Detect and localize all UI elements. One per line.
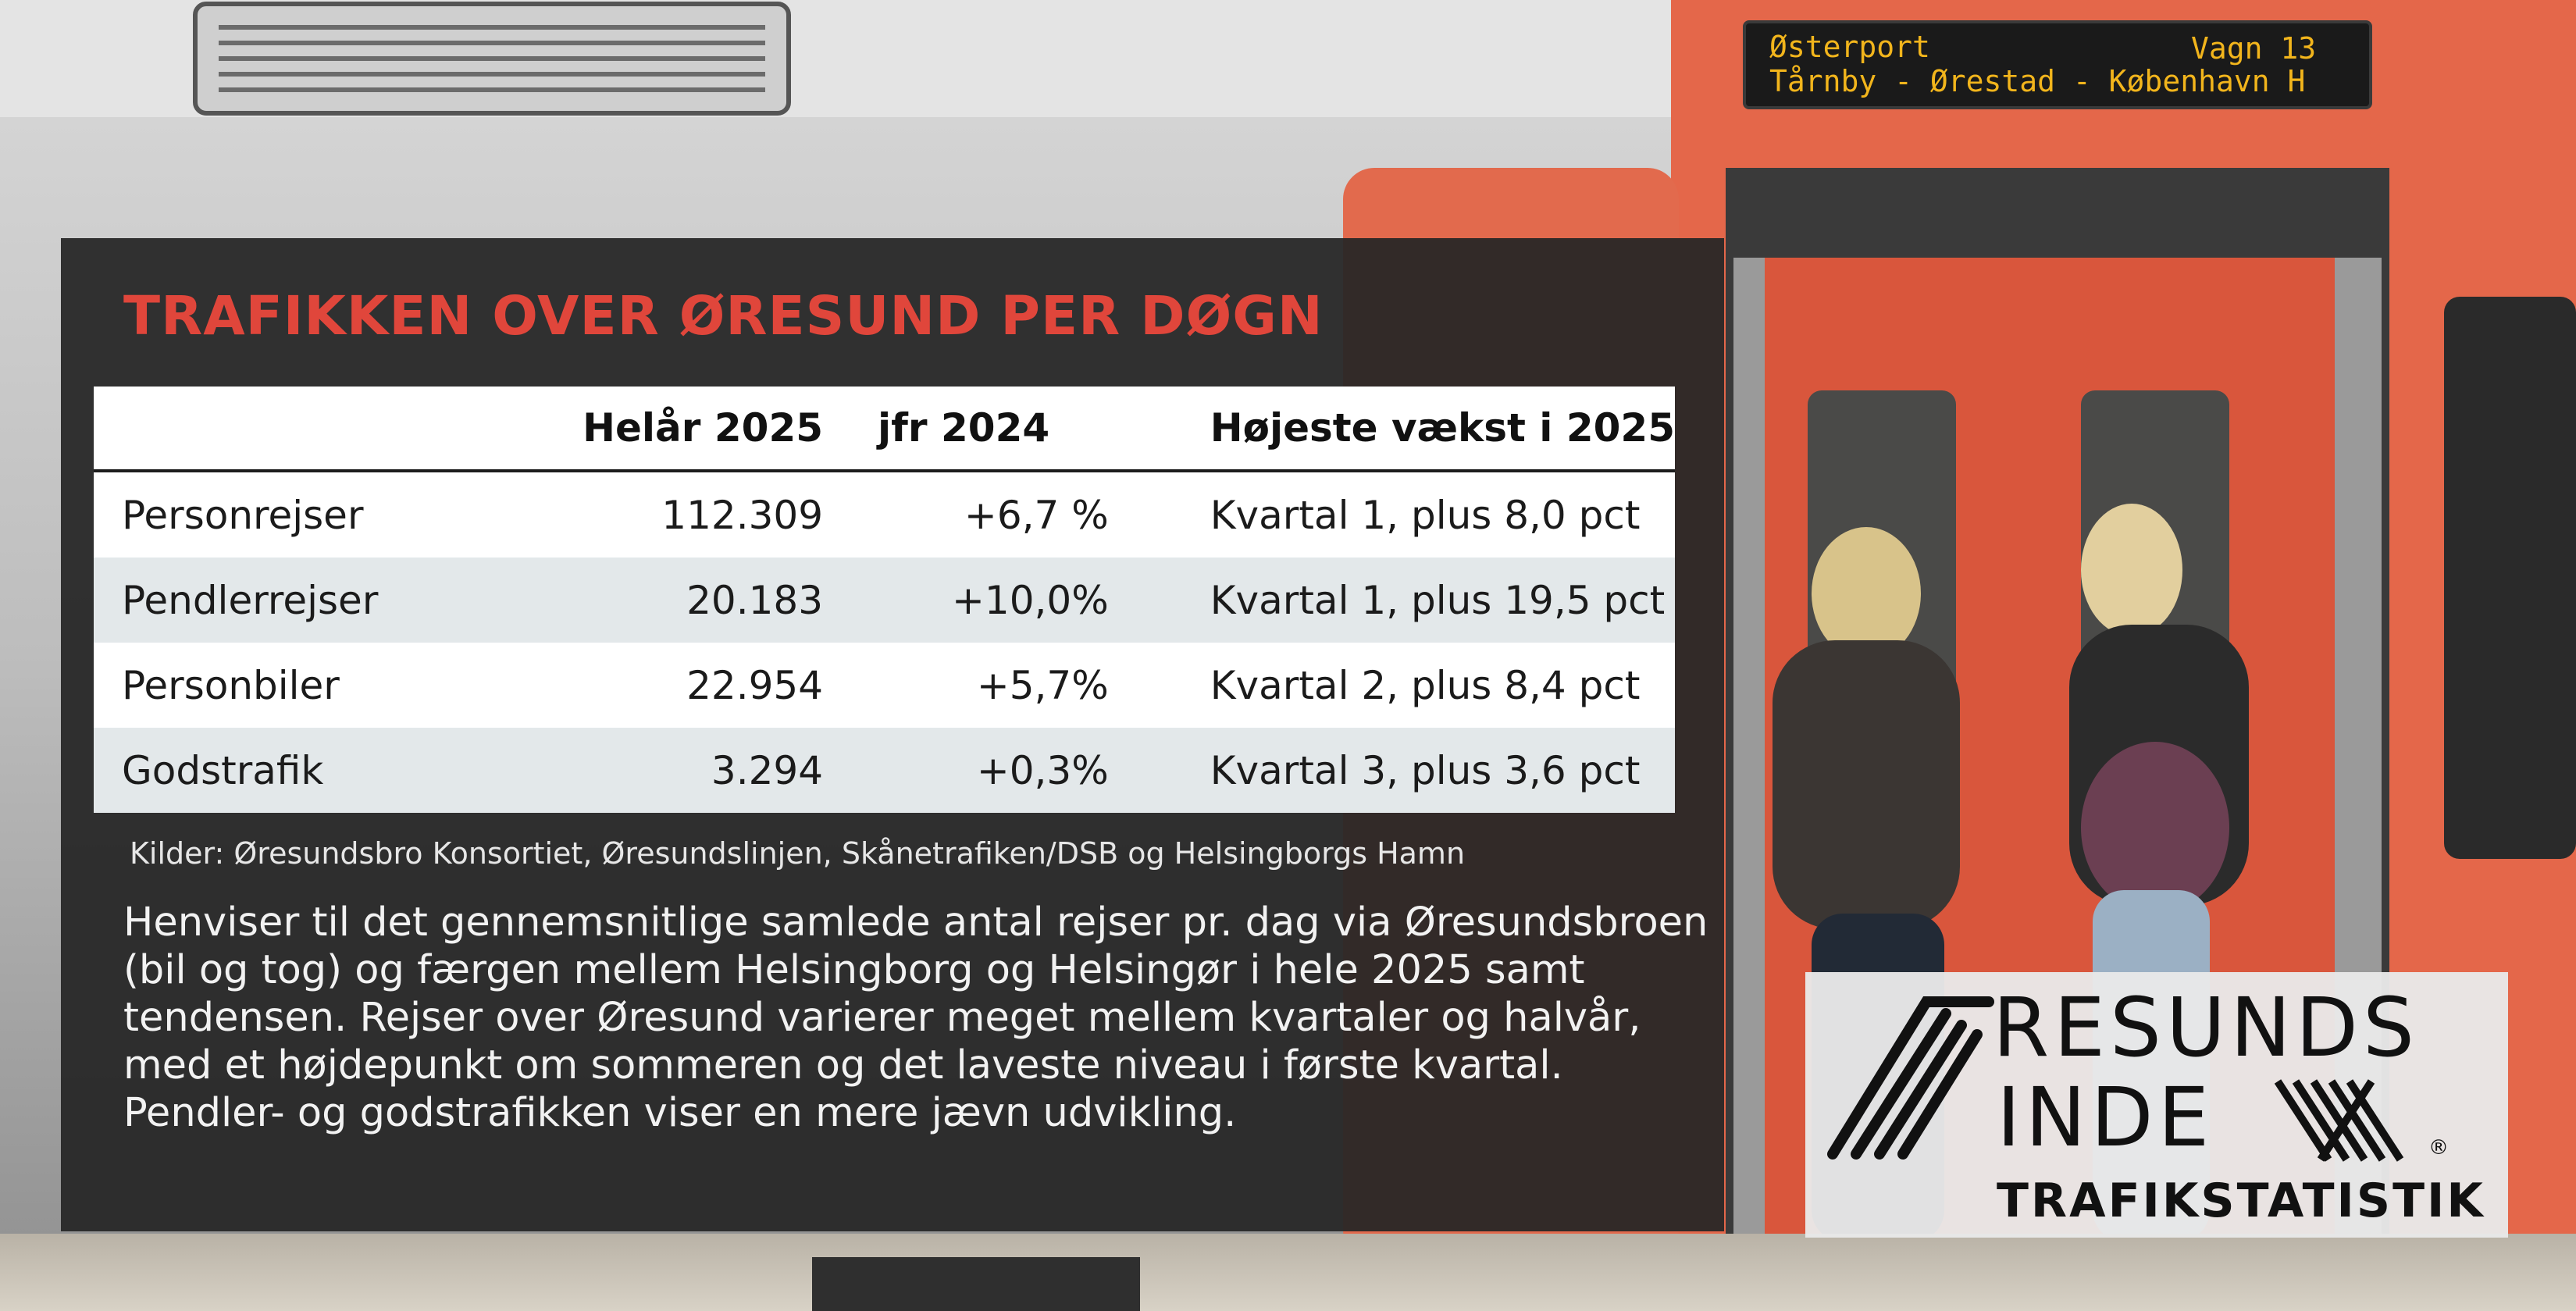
description-text: Henviser til det gennemsnitlige samlede …	[123, 900, 1708, 1136]
table-header-cell	[94, 387, 458, 472]
table-cell: Kvartal 1, plus 19,5 pct	[1108, 558, 1675, 643]
table-cell: 22.954	[458, 643, 824, 728]
destination-sign-line1: Østerport	[1769, 30, 1930, 64]
table-cell: Kvartal 2, plus 8,4 pct	[1108, 643, 1675, 728]
table-cell: Pendlerrejser	[94, 558, 458, 643]
table-cell: +5,7%	[823, 643, 1109, 728]
table-cell: 3.294	[458, 728, 824, 813]
registered-mark: ®	[2428, 1136, 2449, 1160]
table-cell: Personrejser	[94, 471, 458, 558]
table-cell: +0,3%	[823, 728, 1109, 813]
logo-subtitle: TRAFIKSTATISTIK	[1997, 1174, 2485, 1228]
table-cell: +10,0%	[823, 558, 1109, 643]
headline: TRAFIKKEN OVER ØRESUND PER DØGN	[123, 285, 1324, 347]
table-cell: Kvartal 3, plus 3,6 pct	[1108, 728, 1675, 813]
table-header-row: Helår 2025 jfr 2024 Højeste vækst i 2025	[94, 387, 1675, 472]
table-cell: Personbiler	[94, 643, 458, 728]
table-cell: 112.309	[458, 471, 824, 558]
logo-x-stripes-icon	[2274, 1079, 2404, 1162]
logo-stripes-icon	[1827, 996, 1994, 1160]
destination-sign: Østerport Tårnby - Ørestad - København H…	[1743, 20, 2372, 109]
info-panel: TRAFIKKEN OVER ØRESUND PER DØGN Helår 20…	[61, 238, 1724, 1231]
table-cell: +6,7 %	[823, 471, 1109, 558]
table-header-cell: Højeste vækst i 2025	[1108, 387, 1675, 472]
table-row: Godstrafik 3.294 +0,3% Kvartal 3, plus 3…	[94, 728, 1675, 813]
traffic-table: Helår 2025 jfr 2024 Højeste vækst i 2025…	[94, 387, 1675, 813]
logo-text-line1: RESUNDS	[1993, 980, 2420, 1075]
table-cell: Godstrafik	[94, 728, 458, 813]
table-row: Pendlerrejser 20.183 +10,0% Kvartal 1, p…	[94, 558, 1675, 643]
table-cell: Kvartal 1, plus 8,0 pct	[1108, 471, 1675, 558]
table-row: Personbiler 22.954 +5,7% Kvartal 2, plus…	[94, 643, 1675, 728]
destination-sign-car: Vagn 13	[2191, 31, 2317, 66]
table-header-cell: jfr 2024	[823, 387, 1109, 472]
table-row: Personrejser 112.309 +6,7 % Kvartal 1, p…	[94, 471, 1675, 558]
table-header-cell: Helår 2025	[458, 387, 824, 472]
destination-sign-line2: Tårnby - Ørestad - København H	[1769, 64, 2306, 98]
logo-text-line2: INDE	[1997, 1070, 2214, 1165]
table-cell: 20.183	[458, 558, 824, 643]
source-note: Kilder: Øresundsbro Konsortiet, Øresunds…	[130, 836, 1466, 871]
oresunds-index-logo: RESUNDS INDE ® TRAFIKSTATISTIK	[1805, 972, 2508, 1238]
